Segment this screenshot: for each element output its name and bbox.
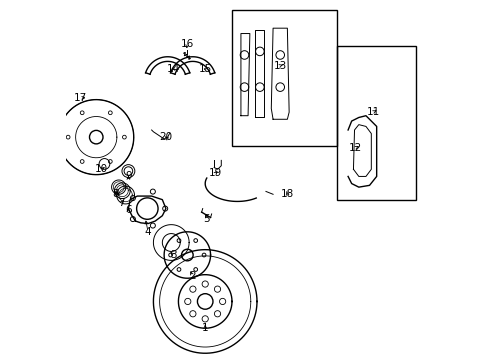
Text: 2: 2 <box>189 271 196 282</box>
Text: 3: 3 <box>169 250 176 260</box>
Text: 15: 15 <box>198 64 211 74</box>
Text: 13: 13 <box>273 61 286 71</box>
Text: 11: 11 <box>366 107 379 117</box>
Text: 10: 10 <box>95 164 108 174</box>
Bar <box>337 46 415 200</box>
Text: 1: 1 <box>202 323 208 333</box>
Text: 7: 7 <box>118 198 124 208</box>
Text: 19: 19 <box>209 168 222 178</box>
Text: 4: 4 <box>144 227 151 237</box>
Bar <box>231 10 337 146</box>
Text: 6: 6 <box>125 205 131 215</box>
Text: 8: 8 <box>112 189 119 199</box>
Text: 16: 16 <box>181 39 194 49</box>
Text: 14: 14 <box>166 64 179 74</box>
Text: 12: 12 <box>348 143 361 153</box>
Text: 5: 5 <box>203 214 210 224</box>
Text: 20: 20 <box>159 132 172 142</box>
Text: 17: 17 <box>73 93 87 103</box>
Text: 18: 18 <box>280 189 293 199</box>
Text: 9: 9 <box>125 171 131 181</box>
